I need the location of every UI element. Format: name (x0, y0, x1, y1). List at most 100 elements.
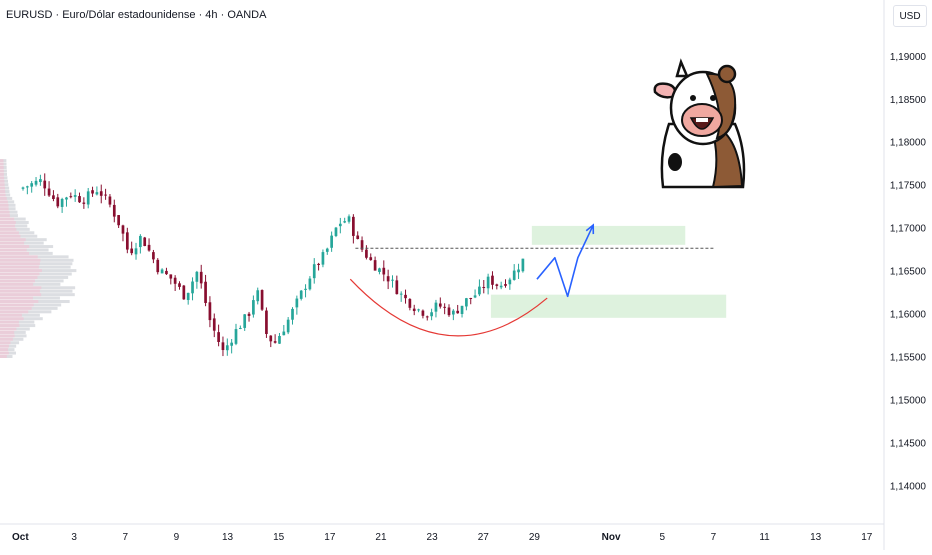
candle (495, 283, 499, 290)
candle (391, 275, 394, 288)
profile-bar-value (0, 227, 17, 231)
profile-bar-value (0, 320, 19, 324)
candle (282, 324, 286, 336)
candle-body (108, 196, 112, 205)
candle (412, 304, 416, 316)
candle-body (173, 277, 177, 284)
candle-body (121, 225, 125, 234)
candle-body (482, 287, 486, 289)
candle (308, 276, 312, 291)
time-tick-label: 27 (478, 532, 490, 543)
candle (47, 181, 51, 197)
candle-body (43, 180, 47, 189)
candle-body (486, 276, 490, 289)
candle-body (447, 307, 451, 316)
candle (325, 247, 329, 255)
profile-bar-value (0, 251, 29, 255)
candle (504, 279, 507, 288)
candle (195, 270, 199, 289)
candles-layer[interactable] (21, 173, 525, 357)
candle (143, 236, 147, 247)
candle-body (417, 309, 420, 311)
price-tick-label: 1,18000 (890, 138, 927, 149)
profile-bar-value (0, 190, 6, 194)
candle (343, 217, 347, 224)
profile-bar-value (0, 210, 10, 214)
price-tick-label: 1,16000 (890, 310, 927, 321)
candle-body (425, 316, 429, 318)
candle (382, 260, 386, 282)
profile-bar-value (0, 196, 7, 200)
candle (121, 224, 125, 242)
candle (169, 274, 173, 285)
candle-body (469, 297, 473, 299)
candle (247, 311, 251, 322)
candle-body (195, 271, 199, 282)
profile-bar-value (0, 279, 35, 283)
volume-profile (0, 159, 77, 358)
profile-bar-value (0, 166, 4, 170)
profile-bar-value (0, 351, 9, 355)
time-tick-label: 13 (810, 532, 822, 543)
candle (517, 263, 520, 279)
candle (299, 289, 303, 301)
candle (73, 189, 77, 202)
candle-body (208, 302, 212, 321)
candle (230, 339, 233, 354)
candle (208, 296, 212, 328)
candle-body (256, 290, 260, 302)
price-tick-label: 1,17500 (890, 181, 927, 192)
profile-bar-value (0, 220, 16, 224)
candle-body (182, 285, 186, 300)
candle (95, 186, 99, 196)
candle (465, 297, 468, 311)
price-axis[interactable]: 1,19000 1,18500 1,18000 1,17500 1,17000 1,165… (890, 52, 927, 493)
candle-body (347, 216, 351, 222)
candle (469, 297, 473, 305)
candle-body (282, 331, 286, 336)
rounding-bottom-curve (349, 278, 548, 337)
cow-eye-right (710, 95, 716, 101)
candle-body (286, 319, 290, 333)
time-tick-label: 23 (427, 532, 439, 543)
candle (260, 289, 264, 311)
time-axis[interactable]: Oct 3 7 9 13 15 17 21 23 27 29 Nov 5 7 11 13 17 (12, 532, 873, 543)
currency-button[interactable]: USD (893, 5, 927, 27)
candle-body (412, 308, 416, 312)
profile-bar-value (0, 354, 7, 358)
candle-body (504, 284, 507, 286)
candle-body (404, 294, 407, 299)
candle-body (143, 237, 147, 247)
candle (478, 279, 481, 297)
candle (178, 281, 181, 290)
candle (134, 242, 138, 260)
time-tick-label: 7 (122, 532, 128, 543)
candle (430, 308, 433, 321)
grid-layer (0, 0, 885, 550)
candle-body (169, 274, 173, 279)
price-tick-label: 1,15500 (890, 352, 927, 363)
candle-body (382, 267, 386, 275)
candle (512, 264, 516, 281)
candle (217, 324, 220, 347)
candle (278, 332, 281, 344)
candle (447, 304, 451, 317)
profile-bar-value (0, 330, 15, 334)
candle-body (186, 292, 190, 301)
profile-bar-value (0, 306, 32, 310)
candle-body (265, 310, 268, 334)
zones-layer (490, 225, 727, 318)
candle-body (421, 310, 425, 316)
candle (365, 245, 368, 260)
candle-body (352, 216, 355, 236)
candle-body (438, 303, 442, 307)
time-tick-label: 7 (711, 532, 717, 543)
profile-bar-value (0, 172, 4, 176)
candle (43, 173, 47, 196)
profile-bar-value (0, 179, 5, 183)
cow-eye-left (690, 95, 696, 101)
candle (386, 269, 390, 290)
profile-bar-value (0, 162, 4, 166)
